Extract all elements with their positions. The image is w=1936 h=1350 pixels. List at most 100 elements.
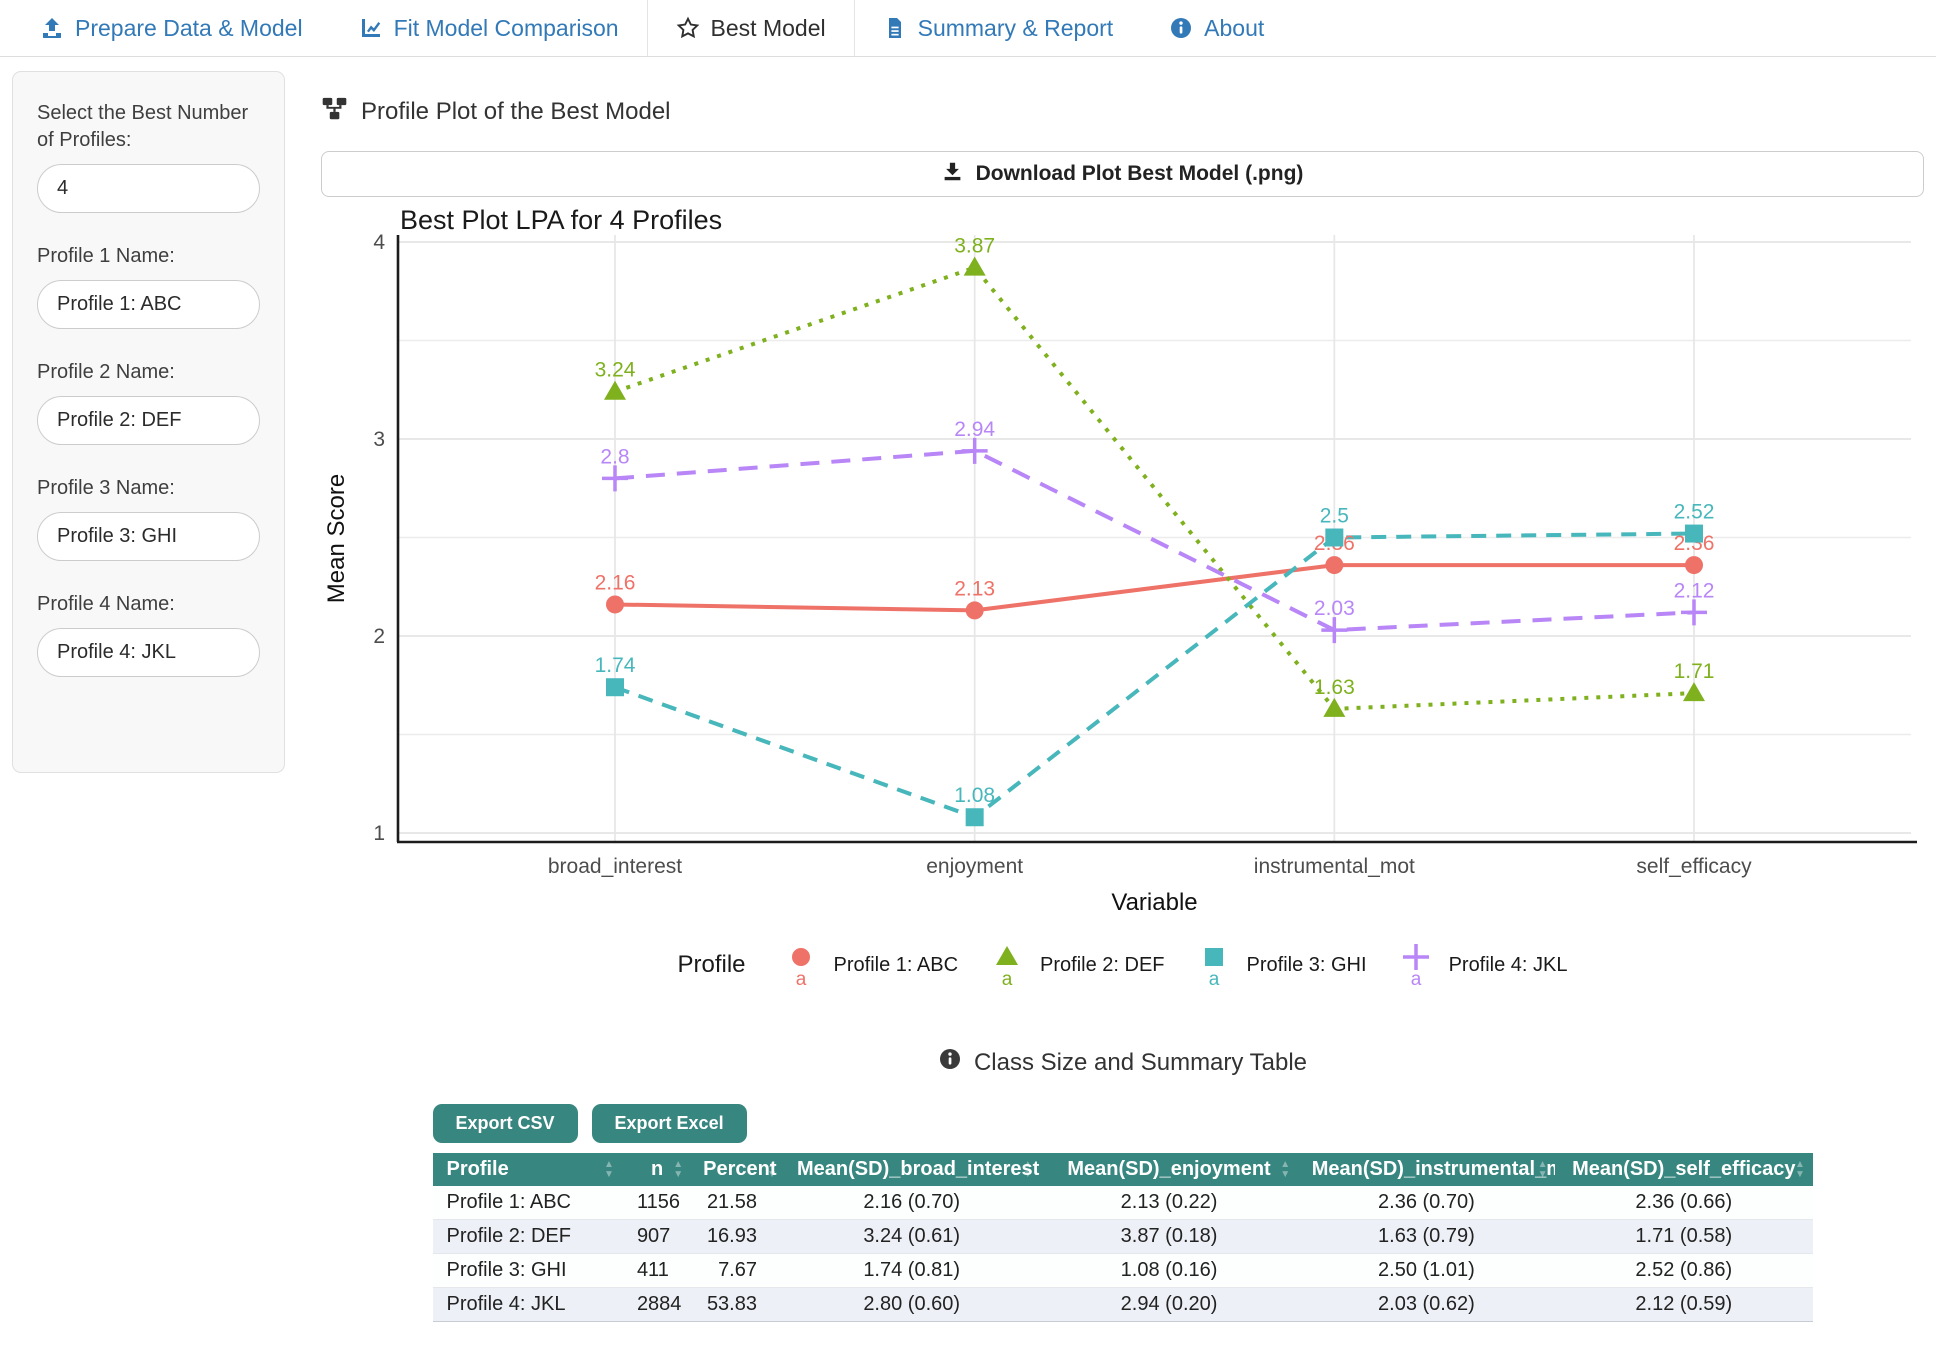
profile-2-name-input[interactable]: [37, 396, 260, 445]
summary-table-section: Class Size and Summary Table Export CSV …: [432, 1047, 1813, 1322]
column-header-percent[interactable]: Percent: [689, 1153, 783, 1186]
chart-legend: Profile a Profile 1: ABC a Profile 2: DEF a Pr…: [321, 937, 1924, 993]
legend-entry-profile-2-def: a Profile 2: DEF: [984, 940, 1165, 990]
svg-text:2.52: 2.52: [1674, 501, 1715, 524]
table-cell: 907: [622, 1219, 690, 1254]
column-header-mean-sd-instrumental-mot[interactable]: Mean(SD)_instrumental_mot: [1297, 1153, 1556, 1186]
plot-heading-text: Profile Plot of the Best Model: [361, 98, 671, 125]
table-cell: Profile 1: ABC: [432, 1186, 623, 1220]
column-header-n[interactable]: n: [622, 1153, 690, 1186]
svg-text:1.08: 1.08: [954, 784, 995, 807]
table-cell: 16.93: [689, 1219, 783, 1254]
tab-fit-model-comparison[interactable]: Fit Model Comparison: [331, 0, 647, 56]
best-profiles-count-input[interactable]: [37, 164, 260, 213]
table-cell: 3.24 (0.61): [783, 1219, 1041, 1254]
svg-text:2: 2: [373, 625, 385, 648]
svg-text:a: a: [1410, 969, 1421, 990]
table-cell: 2.03 (0.62): [1297, 1287, 1556, 1322]
upload-icon: [43, 18, 61, 38]
svg-text:1: 1: [373, 822, 385, 845]
sort-icon[interactable]: [1536, 1160, 1549, 1180]
download-icon: [944, 162, 960, 180]
table-cell: 1.74 (0.81): [783, 1253, 1041, 1288]
sidebar-field-group: Profile 2 Name:: [37, 359, 260, 445]
tab-label: Fit Model Comparison: [393, 14, 619, 41]
table-cell: 2.50 (1.01): [1297, 1253, 1556, 1288]
svg-text:3.24: 3.24: [595, 359, 636, 382]
legend-key-square: a: [1204, 948, 1223, 990]
download-button-label: Download Plot Best Model (.png): [975, 162, 1304, 185]
legend-entry-profile-1-abc: a Profile 1: ABC: [778, 940, 958, 990]
project-diagram-icon: [321, 95, 348, 129]
table-heading: Class Size and Summary Table: [433, 1047, 1813, 1078]
info-icon: [938, 1047, 962, 1078]
table-row: Profile 2: DEF 907 16.93 3.24 (0.61) 3.87 (0…: [432, 1219, 1813, 1254]
profile-4-name-input[interactable]: [37, 628, 260, 677]
table-cell: 1.63 (0.79): [1297, 1219, 1556, 1254]
table-cell: 411: [622, 1253, 690, 1288]
column-header-profile[interactable]: Profile: [432, 1153, 623, 1186]
column-header-mean-sd-broad-interest[interactable]: Mean(SD)_broad_interest: [783, 1153, 1041, 1186]
table-cell: 7.67: [689, 1253, 783, 1288]
table-row: Profile 3: GHI 411 7.67 1.74 (0.81) 1.08 (0.…: [432, 1253, 1813, 1288]
svg-text:2.12: 2.12: [1674, 579, 1715, 602]
svg-text:2.16: 2.16: [595, 571, 636, 594]
sort-icon[interactable]: [670, 1160, 683, 1180]
main-panel: Profile Plot of the Best Model Download …: [285, 57, 1936, 1322]
table-cell: 2.12 (0.59): [1555, 1287, 1813, 1322]
svg-text:Mean Score: Mean Score: [323, 474, 350, 603]
legend-title: Profile: [677, 951, 746, 978]
table-cell: 2.13 (0.22): [1040, 1186, 1298, 1220]
tab-label: Summary & Report: [917, 14, 1114, 41]
profile-1-name-input[interactable]: [37, 280, 260, 329]
profile-3-name-input[interactable]: [37, 512, 260, 561]
table-cell: Profile 3: GHI: [432, 1253, 623, 1288]
field-label: Profile 2 Name:: [37, 361, 175, 383]
sort-icon[interactable]: [1021, 1160, 1034, 1180]
svg-text:2.94: 2.94: [954, 418, 995, 441]
sidebar-field-group: Profile 1 Name:: [37, 243, 260, 329]
legend-label: Profile 4: JKL: [1448, 953, 1568, 976]
field-label: Profile 4 Name:: [37, 593, 175, 615]
star-icon: [676, 16, 699, 39]
svg-text:Variable: Variable: [1111, 889, 1197, 916]
table-cell: 3.87 (0.18): [1040, 1219, 1298, 1254]
table-cell: 21.58: [689, 1186, 783, 1220]
field-label: Profile 1 Name:: [37, 245, 175, 267]
legend-key-plus: a: [1402, 944, 1429, 990]
export-csv-button[interactable]: Export CSV: [432, 1104, 578, 1143]
svg-text:4: 4: [373, 231, 385, 254]
sort-icon[interactable]: [764, 1160, 777, 1180]
table-cell: 2.80 (0.60): [783, 1287, 1041, 1322]
table-cell: Profile 4: JKL: [432, 1287, 623, 1322]
svg-text:2.13: 2.13: [954, 577, 995, 600]
table-cell: 2.94 (0.20): [1040, 1287, 1298, 1322]
column-header-mean-sd-enjoyment[interactable]: Mean(SD)_enjoyment: [1040, 1153, 1298, 1186]
tab-about[interactable]: About: [1141, 0, 1292, 56]
tab-summary-report[interactable]: Summary & Report: [855, 0, 1142, 56]
export-buttons-row: Export CSV Export Excel: [432, 1104, 1813, 1143]
sidebar-field-group: Profile 3 Name:: [37, 475, 260, 561]
table-heading-text: Class Size and Summary Table: [973, 1048, 1308, 1076]
page-content: Select the Best Number of Profiles: Profi…: [0, 57, 1936, 1322]
download-plot-button[interactable]: Download Plot Best Model (.png): [321, 151, 1924, 197]
sort-icon[interactable]: [1279, 1160, 1292, 1180]
plot-section-heading: Profile Plot of the Best Model: [321, 95, 1924, 129]
sort-icon[interactable]: [604, 1160, 617, 1180]
export-excel-button[interactable]: Export Excel: [591, 1104, 747, 1143]
legend-entry-profile-4-jkl: a Profile 4: JKL: [1393, 940, 1568, 990]
tab-prepare-data-model[interactable]: Prepare Data & Model: [12, 0, 331, 56]
svg-text:1.63: 1.63: [1314, 676, 1355, 699]
sidebar-field-group: Select the Best Number of Profiles:: [37, 100, 260, 213]
column-header-mean-sd-self-efficacy[interactable]: Mean(SD)_self_efficacy: [1555, 1153, 1813, 1186]
tab-label: About: [1204, 14, 1265, 41]
svg-text:2.36: 2.36: [1674, 532, 1715, 555]
svg-text:2.5: 2.5: [1320, 505, 1349, 528]
table-row: Profile 1: ABC 1156 21.58 2.16 (0.70) 2.13 (…: [432, 1186, 1813, 1220]
field-label: Profile 3 Name:: [37, 477, 175, 499]
tab-best-model[interactable]: Best Model: [646, 0, 855, 56]
sidebar-field-group: Profile 4 Name:: [37, 591, 260, 677]
svg-text:3: 3: [373, 428, 385, 451]
sort-icon[interactable]: [1794, 1160, 1807, 1180]
svg-text:a: a: [795, 969, 806, 990]
